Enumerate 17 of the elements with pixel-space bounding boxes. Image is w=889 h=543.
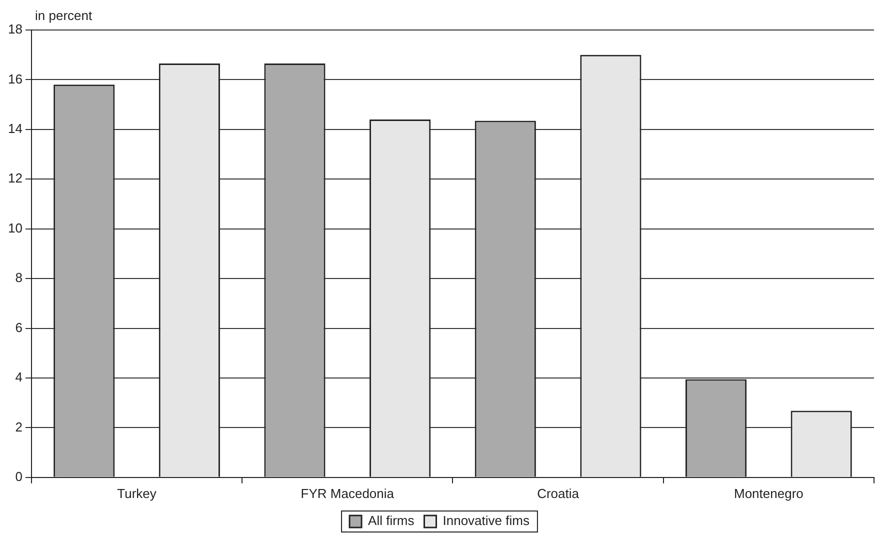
y-tick-label: 0 [15, 468, 22, 484]
x-tick-label: FYR Macedonia [300, 486, 395, 501]
y-tick-label: 6 [15, 320, 22, 335]
y-tick-label: 14 [8, 121, 22, 136]
legend-label: All firms [368, 513, 415, 528]
y-tick-label: 8 [15, 270, 22, 286]
x-tick-label: Turkey [117, 486, 157, 501]
x-tick-label: Montenegro [734, 486, 804, 501]
y-tick-label: 12 [8, 170, 22, 186]
legend-label: Innovative fims [442, 513, 530, 528]
y-tick-label: 2 [15, 419, 22, 434]
y-tick-label: 10 [8, 220, 22, 236]
y-axis-title: in percent [35, 8, 92, 23]
y-tick-label: 4 [15, 370, 22, 385]
x-tick-label: Croatia [537, 486, 580, 501]
y-tick-label: 16 [8, 71, 22, 86]
y-tick-label: 18 [8, 22, 22, 37]
